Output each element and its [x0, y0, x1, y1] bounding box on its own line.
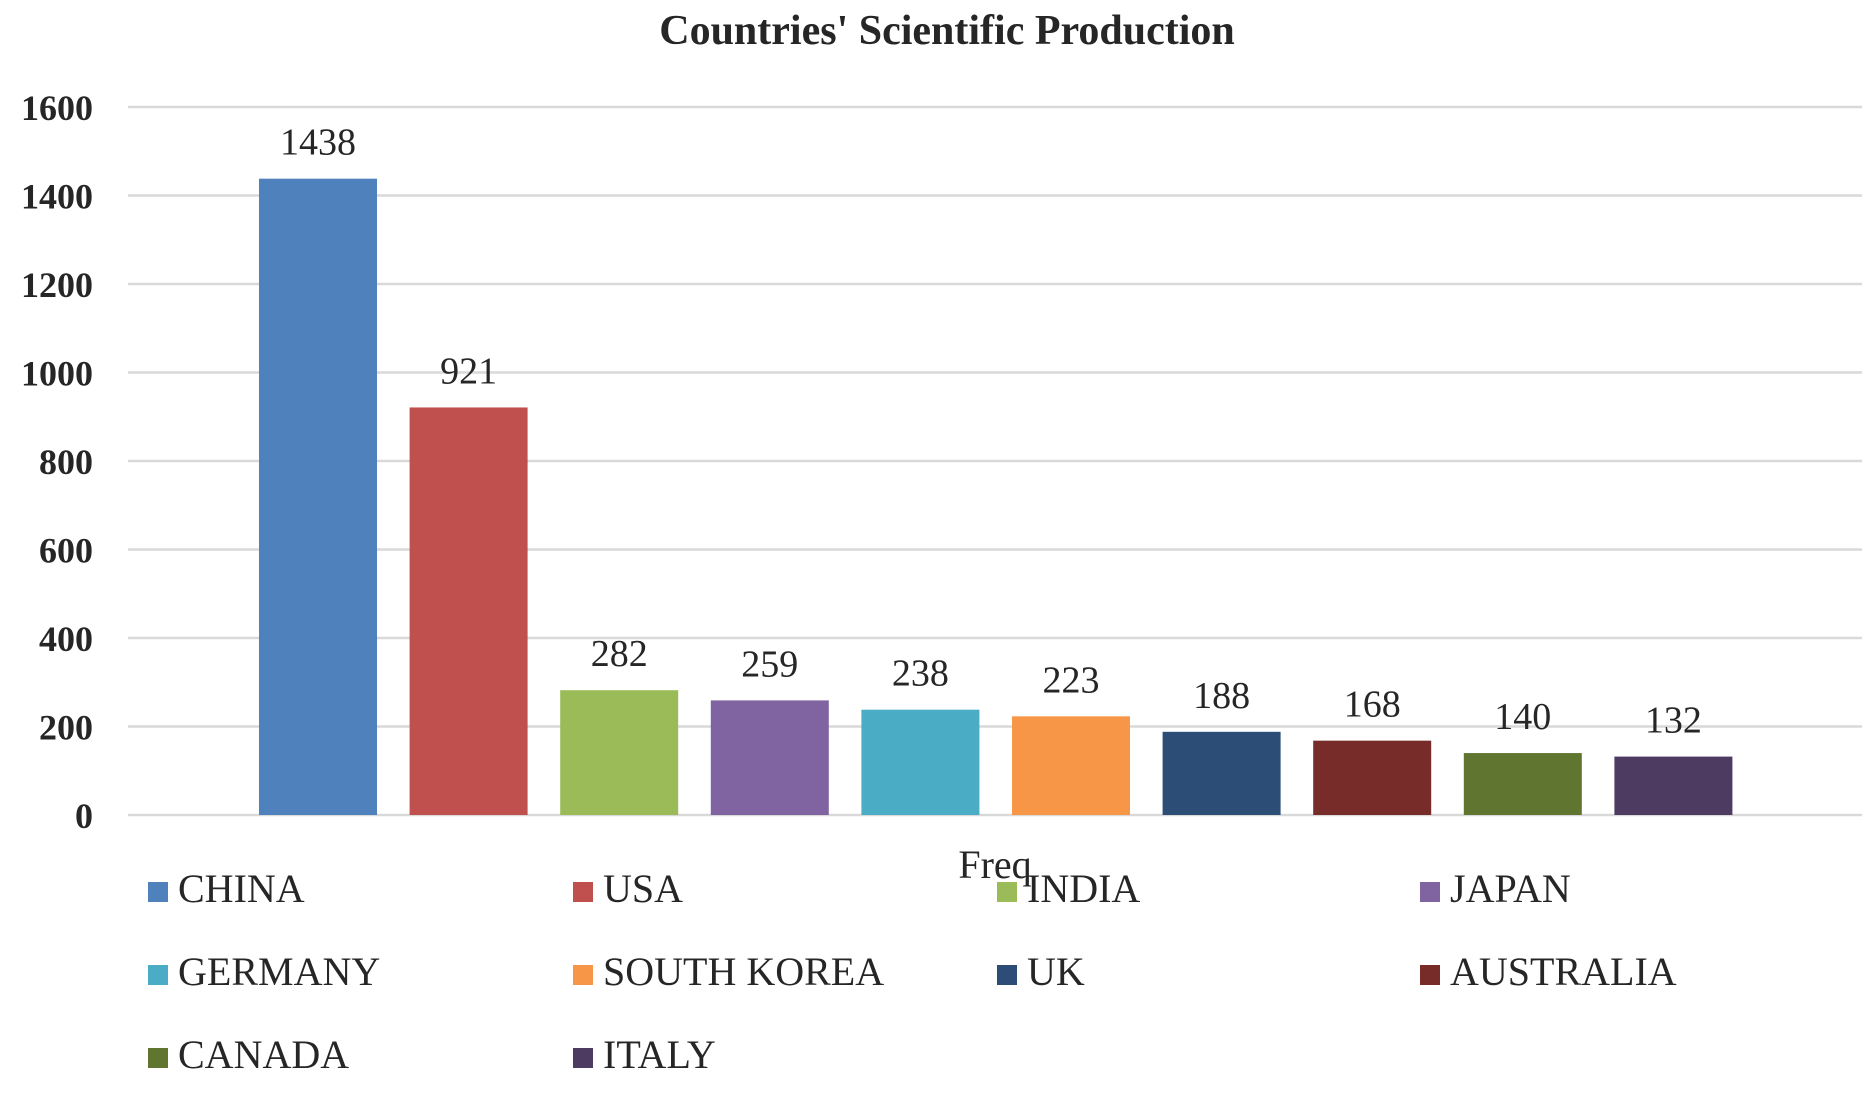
legend-label: GERMANY [178, 949, 380, 994]
legend-item-uk: UK [997, 949, 1085, 994]
chart-title: Countries' Scientific Production [659, 8, 1235, 54]
legend-swatch [573, 965, 593, 985]
legend-swatch [997, 882, 1017, 902]
legend-swatch [1420, 882, 1440, 902]
legend-swatch [573, 882, 593, 902]
y-tick-label: 400 [39, 619, 93, 659]
legend-label: JAPAN [1450, 866, 1571, 911]
legend-label: UK [1027, 949, 1085, 994]
legend-swatch [997, 965, 1017, 985]
legend-swatch [573, 1048, 593, 1068]
bar-usa [409, 407, 528, 815]
legend-label: AUSTRALIA [1450, 949, 1677, 994]
legend-label: SOUTH KOREA [603, 949, 884, 994]
bars [259, 178, 1733, 815]
y-tick-label: 600 [39, 531, 93, 571]
x-axis-label: Freq [958, 842, 1031, 887]
y-tick-label: 1000 [21, 354, 93, 394]
bar-china [259, 178, 377, 815]
legend-item-usa: USA [573, 866, 683, 911]
legend-label: CANADA [178, 1032, 349, 1077]
data-label: 168 [1344, 684, 1401, 726]
bar-australia [1313, 740, 1432, 815]
data-label: 223 [1043, 659, 1100, 701]
legend-label: ITALY [603, 1032, 716, 1077]
y-axis-ticks: 0 200 400 600 800 1000 1200 1400 1600 [21, 88, 93, 836]
data-label: 1438 [280, 122, 356, 164]
legend-item-canada: CANADA [148, 1032, 349, 1077]
legend-item-australia: AUSTRALIA [1420, 949, 1677, 994]
legend-swatch [148, 965, 168, 985]
legend-label: INDIA [1027, 866, 1140, 911]
legend-label: USA [603, 866, 683, 911]
bar-india [560, 690, 679, 815]
y-tick-label: 1400 [21, 177, 93, 217]
bar-italy [1614, 756, 1733, 815]
legend-item-japan: JAPAN [1420, 866, 1571, 911]
data-label: 188 [1193, 675, 1250, 717]
legend-swatch [148, 882, 168, 902]
bar-canada [1463, 753, 1582, 815]
data-label: 140 [1494, 696, 1551, 738]
legend-item-india: INDIA [997, 866, 1140, 911]
legend-item-south-korea: SOUTH KOREA [573, 949, 884, 994]
legend: CHINA USA INDIA JAPAN GERMANY SOUTH KOREA UK AU… [148, 866, 1677, 1077]
legend-swatch [1420, 965, 1440, 985]
data-label: 921 [440, 350, 497, 392]
legend-swatch [148, 1048, 168, 1068]
data-label: 238 [892, 653, 949, 695]
y-tick-label: 800 [39, 442, 93, 482]
legend-label: CHINA [178, 866, 305, 911]
bar-germany [861, 709, 980, 815]
legend-item-china: CHINA [148, 866, 305, 911]
gridlines [128, 105, 1862, 817]
legend-item-germany: GERMANY [148, 949, 380, 994]
y-tick-label: 1600 [21, 88, 93, 128]
data-label: 259 [741, 643, 798, 685]
legend-item-italy: ITALY [573, 1032, 716, 1077]
bar-japan [710, 700, 829, 815]
y-tick-label: 200 [39, 708, 93, 748]
data-labels: 1438 921 282 259 238 223 188 168 140 132 [280, 122, 1702, 742]
y-tick-label: 0 [75, 796, 93, 836]
bar-uk [1162, 731, 1281, 815]
bar-south-korea [1012, 716, 1130, 815]
data-label: 282 [591, 633, 648, 675]
y-tick-label: 1200 [21, 265, 93, 305]
data-label: 132 [1645, 700, 1702, 742]
